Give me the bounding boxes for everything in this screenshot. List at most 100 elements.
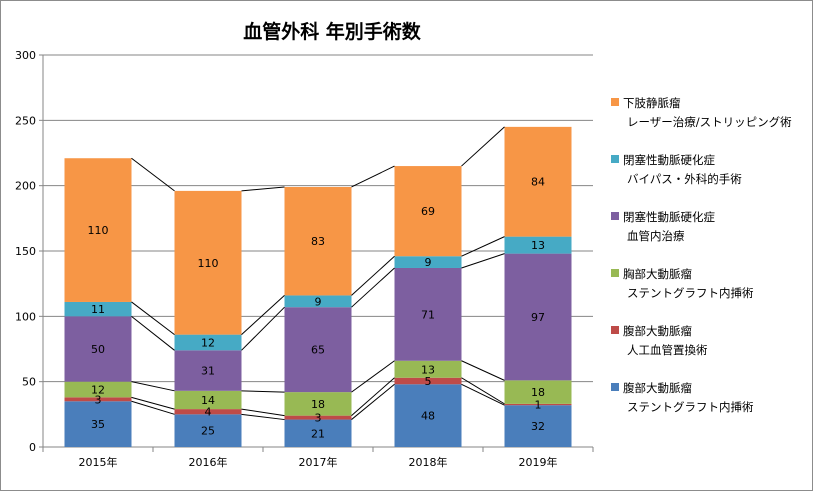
bar-segment <box>284 307 352 393</box>
data-label: 50 <box>91 343 105 356</box>
legend-label: ステントグラフト内挿術 <box>627 400 754 414</box>
data-label: 14 <box>201 394 215 407</box>
legend-label: 下肢静脈瘤 <box>623 96 681 110</box>
data-label: 12 <box>201 336 215 349</box>
bar-segment <box>284 419 352 447</box>
series-line <box>461 360 505 381</box>
x-tick-label: 2019年 <box>519 455 558 469</box>
data-label: 65 <box>311 344 325 357</box>
legend-swatch <box>611 212 619 220</box>
y-tick-label: 50 <box>22 376 36 389</box>
legend-label: レーザー治療/ストリッピング術 <box>627 115 792 129</box>
x-tick-label: 2017年 <box>299 455 338 469</box>
data-label: 13 <box>531 239 545 252</box>
bar-segment <box>64 381 132 398</box>
bar-segment <box>174 350 242 391</box>
legend-swatch <box>611 269 619 277</box>
data-label: 5 <box>425 375 432 388</box>
legend-label: 閉塞性動脈硬化症 <box>623 210 715 224</box>
bar-segment <box>174 409 242 415</box>
series-line <box>131 157 175 192</box>
data-label: 9 <box>425 256 432 269</box>
series-line <box>351 360 395 393</box>
series-line <box>241 408 285 417</box>
bar-segment <box>504 405 572 447</box>
bar-segment <box>174 414 242 447</box>
legend-label: 人工血管置換術 <box>627 343 708 357</box>
bar-segment <box>64 401 132 447</box>
series-line <box>351 377 395 417</box>
bar-segment <box>504 253 572 381</box>
legend-swatch <box>611 326 619 334</box>
data-label: 18 <box>311 398 325 411</box>
series-line <box>241 295 285 335</box>
series-line <box>351 165 395 188</box>
data-label: 4 <box>205 406 212 419</box>
data-label: 13 <box>421 363 435 376</box>
bar-segment <box>64 316 132 382</box>
series-line <box>131 301 175 336</box>
series-line <box>351 267 395 308</box>
bar-segment <box>174 190 242 335</box>
legend-swatch <box>611 155 619 163</box>
bar-segment <box>504 236 572 254</box>
y-tick-label: 0 <box>29 441 36 454</box>
series-line <box>461 126 505 167</box>
legend-label: 胸部大動脈瘤 <box>623 267 692 281</box>
bar-segment <box>394 267 462 361</box>
data-label: 3 <box>315 412 322 425</box>
data-label: 12 <box>91 384 105 397</box>
bar-segment <box>64 158 132 302</box>
data-label: 9 <box>315 295 322 308</box>
bar-segment <box>284 295 352 308</box>
bar-segment <box>394 384 462 447</box>
series-line <box>131 396 175 410</box>
data-label: 1 <box>535 399 542 412</box>
data-label: 35 <box>91 418 105 431</box>
bar-segment <box>504 403 572 406</box>
legend-label: ステントグラフト内挿術 <box>627 286 754 300</box>
series-line <box>461 377 505 405</box>
legend-swatch <box>611 383 619 391</box>
x-tick-label: 2018年 <box>409 455 448 469</box>
data-label: 11 <box>91 303 105 316</box>
data-label: 97 <box>531 311 545 324</box>
data-label: 32 <box>531 420 545 433</box>
y-tick-label: 200 <box>15 180 36 193</box>
data-label: 3 <box>95 393 102 406</box>
legend-label: 腹部大動脈瘤 <box>623 381 692 395</box>
legend-label: バイパス・外科的手術 <box>627 172 742 186</box>
bar-segment <box>174 334 242 351</box>
x-tick-label: 2015年 <box>79 455 118 469</box>
series-line <box>131 400 175 415</box>
series-line <box>241 413 285 421</box>
series-line <box>241 186 285 192</box>
y-tick-label: 300 <box>15 49 36 62</box>
legend-label: 閉塞性動脈硬化症 <box>623 153 715 167</box>
bar-segment <box>394 377 462 385</box>
series-line <box>461 236 505 257</box>
bar-segment <box>64 397 132 402</box>
data-label: 69 <box>421 205 435 218</box>
x-tick-label: 2016年 <box>189 455 228 469</box>
bar-segment <box>174 390 242 410</box>
legend-label: 腹部大動脈瘤 <box>623 324 692 338</box>
data-label: 84 <box>531 176 545 189</box>
data-label: 18 <box>531 386 545 399</box>
data-label: 110 <box>198 257 219 270</box>
y-tick-label: 100 <box>15 310 36 323</box>
series-line <box>351 255 395 296</box>
data-label: 83 <box>311 235 325 248</box>
bar-segment <box>284 415 352 420</box>
series-line <box>131 315 175 351</box>
bar-segment <box>504 126 572 237</box>
series-line <box>461 253 505 269</box>
series-line <box>241 390 285 393</box>
series-line <box>241 306 285 351</box>
data-label: 48 <box>421 410 435 423</box>
bar-segment <box>394 166 462 257</box>
data-label: 110 <box>88 224 109 237</box>
series-line <box>461 383 505 406</box>
bar-segment <box>504 380 572 404</box>
